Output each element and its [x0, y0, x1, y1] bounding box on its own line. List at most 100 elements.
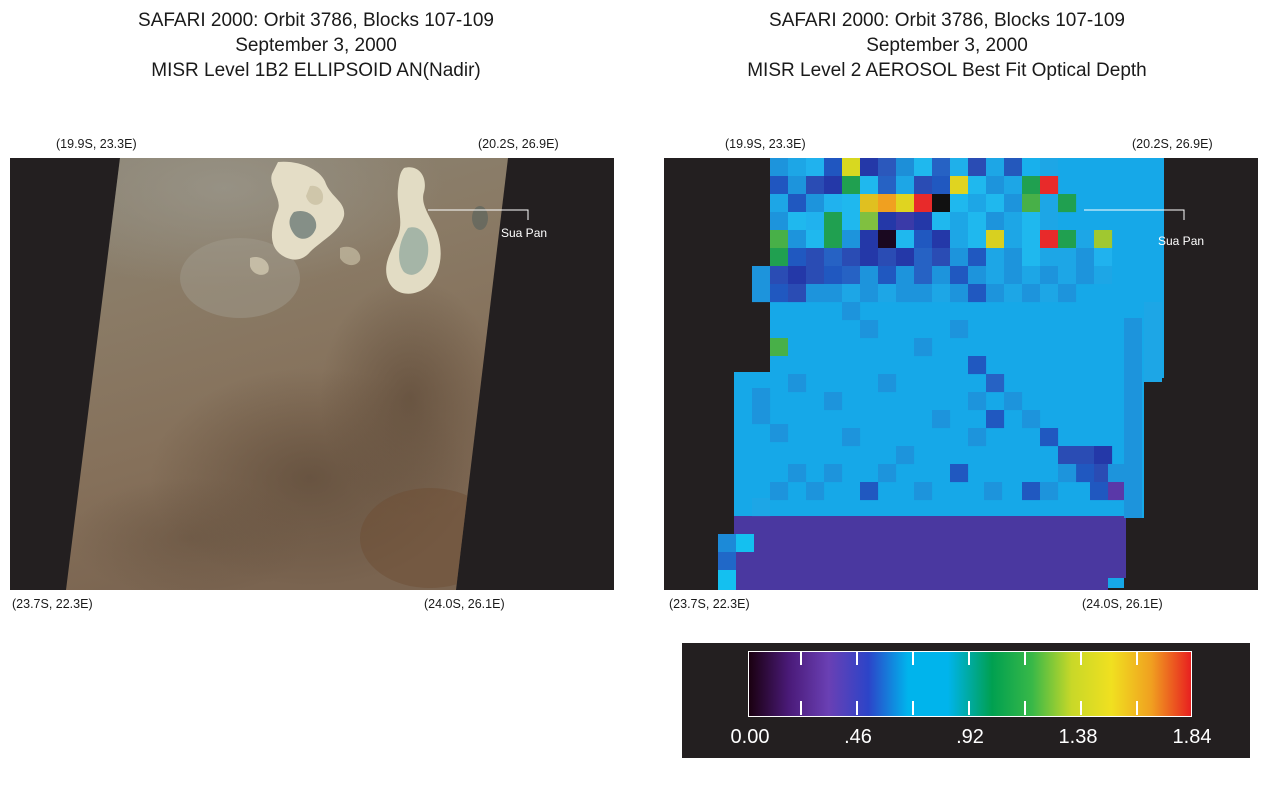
- aerosol-cell: [986, 212, 1005, 231]
- aerosol-cell: [824, 248, 843, 267]
- satellite-image-panel: Sua Pan: [10, 158, 614, 590]
- aerosol-cell: [1058, 446, 1077, 465]
- callout-line-right: [1084, 209, 1185, 220]
- aerosol-cell: [986, 410, 1005, 429]
- aerosol-cell: [1004, 266, 1023, 285]
- aerosol-cell: [770, 248, 789, 267]
- colorbar-tick: [912, 701, 914, 715]
- aerosol-cell: [860, 212, 879, 231]
- aerosol-cell: [752, 406, 771, 425]
- aerosol-cell: [950, 464, 969, 483]
- aerosol-cell: [950, 158, 969, 177]
- aerosol-cell: [914, 284, 933, 303]
- aerosol-cell: [914, 248, 933, 267]
- right-title-line3: MISR Level 2 AEROSOL Best Fit Optical De…: [747, 60, 1147, 81]
- aerosol-cell: [1004, 392, 1023, 411]
- aerosol-cell: [1004, 176, 1023, 195]
- aerosol-cell: [878, 176, 897, 195]
- colorbar-tick: [1080, 651, 1082, 665]
- aerosol-cell: [842, 212, 861, 231]
- colorbar-tick: [800, 651, 802, 665]
- aerosol-cell: [878, 230, 897, 249]
- aerosol-cell: [770, 482, 789, 501]
- aerosol-cell: [824, 212, 843, 231]
- aerosol-cell: [878, 284, 897, 303]
- aerosol-cell: [824, 158, 843, 177]
- aerosol-cell: [770, 230, 789, 249]
- aerosol-cell: [806, 248, 825, 267]
- aerosol-cell: [1004, 212, 1023, 231]
- aerosol-cell: [986, 194, 1005, 213]
- aerosol-cell: [932, 230, 951, 249]
- aerosol-cell: [806, 212, 825, 231]
- aerosol-cell: [806, 482, 825, 501]
- aerosol-cell: [1040, 482, 1059, 501]
- aerosol-cell: [968, 428, 987, 447]
- aerosol-cell: [718, 534, 736, 552]
- aerosol-cell: [1058, 194, 1077, 213]
- aerosol-cell: [1022, 158, 1041, 177]
- aerosol-cell: [914, 266, 933, 285]
- right-coord-bottom-left: (23.7S, 22.3E): [669, 597, 750, 611]
- aerosol-cell: [824, 464, 843, 483]
- aerosol-cell: [1022, 410, 1041, 429]
- aerosol-cell: [914, 482, 933, 501]
- aerosol-cell: [842, 302, 861, 321]
- aerosol-cell: [752, 266, 771, 285]
- aerosol-cell: [1058, 266, 1077, 285]
- aerosol-cell: [1090, 482, 1109, 501]
- aerosol-cell: [986, 284, 1005, 303]
- aerosol-cell: [914, 338, 933, 357]
- satellite-image: [66, 158, 508, 590]
- aerosol-cell: [842, 428, 861, 447]
- aerosol-cell: [1040, 248, 1059, 267]
- left-coord-top-left: (19.9S, 23.3E): [56, 137, 137, 151]
- callout-label-right: Sua Pan: [1158, 234, 1205, 248]
- aerosol-cell: [824, 284, 843, 303]
- aerosol-cell: [1004, 194, 1023, 213]
- aerosol-cell: [896, 176, 915, 195]
- colorbar-tick: [1024, 701, 1026, 715]
- colorbar-tick: [968, 651, 970, 665]
- right-title-line2: September 3, 2000: [866, 35, 1028, 56]
- aerosol-cell: [896, 248, 915, 267]
- aerosol-cell: [770, 266, 789, 285]
- salt-pan-west: [271, 161, 345, 260]
- aerosol-cell: [842, 266, 861, 285]
- aerosol-cell: [968, 356, 987, 375]
- aerosol-cell: [788, 212, 807, 231]
- aerosol-cell: [986, 248, 1005, 267]
- aerosol-cell: [736, 534, 754, 552]
- aerosol-cell: [950, 320, 969, 339]
- aerosol-cell: [878, 194, 897, 213]
- aerosol-cell: [986, 176, 1005, 195]
- aerosol-cell: [968, 248, 987, 267]
- aerosol-region: [1124, 318, 1142, 518]
- aerosol-cell: [914, 158, 933, 177]
- aerosol-cell: [1022, 266, 1041, 285]
- aerosol-cell: [968, 230, 987, 249]
- aerosol-cell: [1022, 482, 1041, 501]
- aerosol-cell: [860, 284, 879, 303]
- aerosol-cell: [806, 284, 825, 303]
- aerosol-cell: [1094, 248, 1113, 267]
- aerosol-cell: [806, 194, 825, 213]
- aerosol-cell: [1076, 248, 1095, 267]
- aerosol-cell: [986, 374, 1005, 393]
- colorbar-tick: [856, 701, 858, 715]
- right-coord-top-left: (19.9S, 23.3E): [725, 137, 806, 151]
- aerosol-cell: [1108, 464, 1127, 483]
- aerosol-cell: [984, 482, 1003, 501]
- colorbar-tick: [912, 651, 914, 665]
- aerosol-grid: [718, 158, 1164, 590]
- aerosol-cell: [914, 230, 933, 249]
- right-coord-bottom-right: (24.0S, 26.1E): [1082, 597, 1163, 611]
- aerosol-cell: [752, 498, 771, 517]
- aerosol-cell: [770, 176, 789, 195]
- aerosol-cell: [860, 176, 879, 195]
- aerosol-cell: [842, 194, 861, 213]
- colorbar-gradient: [748, 651, 1192, 717]
- aerosol-cell: [752, 284, 771, 303]
- aerosol-cell: [878, 158, 897, 177]
- aerosol-cell: [788, 464, 807, 483]
